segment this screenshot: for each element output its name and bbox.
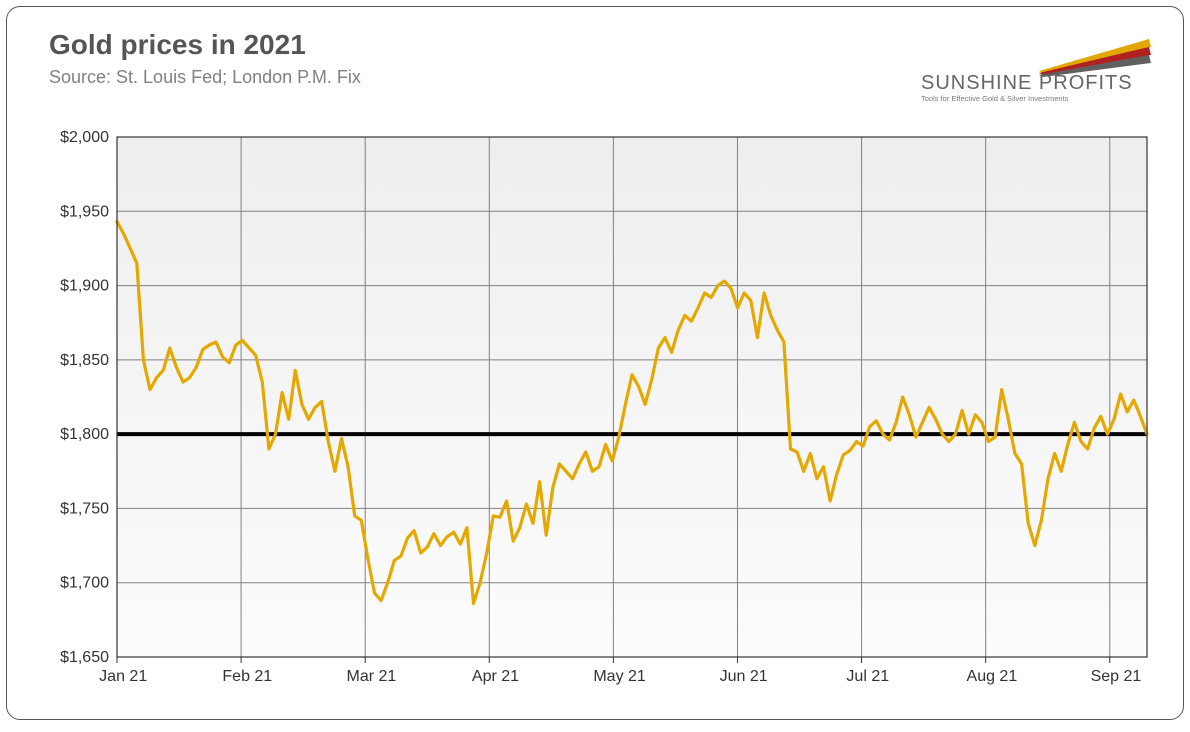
x-tick-label: Jan 21 [99, 668, 147, 685]
logo-main-text: SUNSHINE PROFITS [921, 72, 1133, 94]
logo-sub-text: Tools for Effective Gold & Silver Invest… [921, 94, 1069, 103]
y-tick-label: $1,900 [60, 278, 109, 295]
y-tick-label: $1,700 [60, 575, 109, 592]
y-tick-label: $1,750 [60, 500, 109, 517]
chart-title: Gold prices in 2021 [49, 29, 306, 61]
x-tick-label: Jun 21 [720, 668, 768, 685]
y-tick-label: $1,950 [60, 203, 109, 220]
x-tick-label: Jul 21 [846, 668, 889, 685]
y-tick-label: $1,650 [60, 649, 109, 666]
x-tick-label: Apr 21 [472, 668, 519, 685]
y-tick-label: $1,850 [60, 352, 109, 369]
plot-area: $1,650 $1,700 $1,750 $1,800 $1,850 $1,900 $1,9… [47, 127, 1157, 697]
plot-svg: $1,650 $1,700 $1,750 $1,800 $1,850 $1,900 $1,9… [47, 127, 1157, 697]
x-tick-label: Feb 21 [222, 668, 272, 685]
chart-subtitle: Source: St. Louis Fed; London P.M. Fix [49, 67, 361, 88]
y-tick-label: $1,800 [60, 426, 109, 443]
x-tick-label: May 21 [593, 668, 646, 685]
plot-background [117, 137, 1147, 657]
x-tick-label: Sep 21 [1091, 668, 1142, 685]
brand-logo: SUNSHINE PROFITS Tools for Effective Gol… [919, 27, 1159, 107]
y-tick-label: $2,000 [60, 129, 109, 146]
x-tick-label: Aug 21 [967, 668, 1018, 685]
chart-card: Gold prices in 2021 Source: St. Louis Fe… [6, 6, 1184, 720]
x-tick-label: Mar 21 [346, 668, 396, 685]
